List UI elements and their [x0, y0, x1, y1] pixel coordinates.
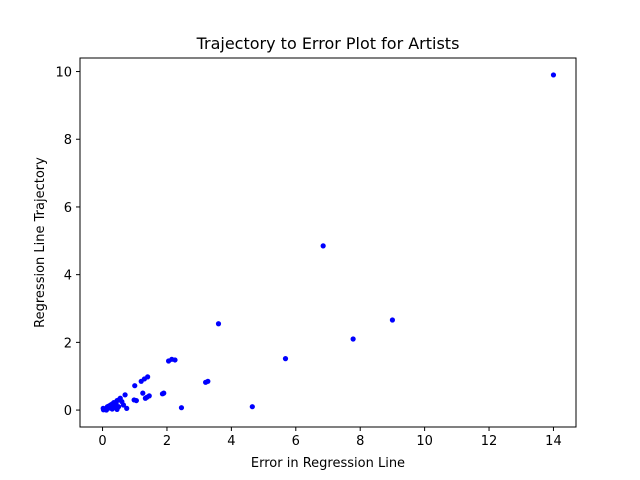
- data-point: [140, 390, 146, 396]
- data-point: [138, 378, 144, 384]
- data-point: [132, 383, 138, 389]
- x-axis-label: Error in Regression Line: [251, 456, 405, 471]
- axes-frame: [79, 57, 577, 428]
- data-point: [389, 317, 396, 323]
- x-tick-label: 8: [356, 434, 364, 449]
- data-point: [103, 407, 110, 413]
- x-tick-label: 2: [163, 434, 171, 449]
- chart-title: Trajectory to Error Plot for Artists: [196, 34, 460, 53]
- data-point: [122, 392, 128, 398]
- data-point: [215, 321, 222, 327]
- data-point: [111, 404, 117, 410]
- data-point: [116, 404, 122, 410]
- y-tick-label: 0: [64, 404, 72, 419]
- y-axis-label: Regression Line Trajectory: [33, 157, 48, 328]
- data-point: [205, 378, 211, 384]
- y-tick-label: 10: [55, 66, 72, 81]
- x-tick-label: 0: [98, 434, 106, 449]
- x-tick-label: 10: [416, 434, 433, 449]
- data-point: [161, 390, 167, 396]
- data-point: [550, 72, 557, 78]
- x-tick-label: 12: [481, 434, 498, 449]
- y-tick-label: 8: [64, 133, 72, 148]
- data-point: [124, 405, 130, 411]
- data-point: [144, 394, 150, 400]
- data-point: [120, 402, 127, 408]
- y-tick-label: 6: [64, 201, 72, 216]
- y-tick-label: 2: [64, 336, 72, 351]
- data-point: [350, 336, 356, 342]
- data-point: [172, 357, 178, 363]
- y-tick-label: 4: [64, 269, 72, 284]
- x-tick-label: 4: [227, 434, 235, 449]
- data-point: [249, 404, 255, 410]
- data-point: [131, 397, 137, 403]
- data-point: [320, 243, 326, 249]
- plot-area: [100, 72, 557, 413]
- data-point: [178, 405, 185, 411]
- x-tick-label: 14: [545, 434, 562, 449]
- x-tick-label: 6: [292, 434, 300, 449]
- data-point: [282, 356, 289, 362]
